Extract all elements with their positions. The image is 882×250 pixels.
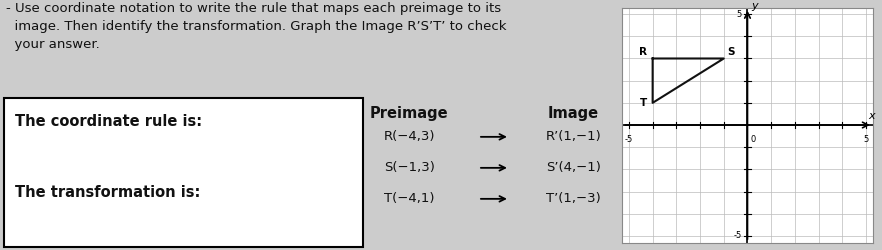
Text: 5: 5 xyxy=(736,10,742,19)
Text: The coordinate rule is:: The coordinate rule is: xyxy=(15,114,202,128)
Text: R(−4,3): R(−4,3) xyxy=(384,130,435,143)
Text: T: T xyxy=(639,98,647,108)
Text: The transformation is:: The transformation is: xyxy=(15,185,200,200)
Text: R: R xyxy=(639,47,647,57)
Text: S: S xyxy=(727,47,735,57)
Text: -5: -5 xyxy=(733,231,742,240)
Text: R’(1,−1): R’(1,−1) xyxy=(545,130,602,143)
Text: T(−4,1): T(−4,1) xyxy=(384,192,435,205)
Text: S(−1,3): S(−1,3) xyxy=(384,161,435,174)
Text: S’(4,−1): S’(4,−1) xyxy=(546,161,601,174)
Text: Image: Image xyxy=(548,106,599,121)
Text: T’(1,−3): T’(1,−3) xyxy=(546,192,601,205)
Text: -5: -5 xyxy=(624,135,633,144)
Text: y: y xyxy=(751,1,758,11)
Text: 5: 5 xyxy=(863,135,869,144)
Text: Preimage: Preimage xyxy=(370,106,449,121)
Text: 0: 0 xyxy=(751,135,756,144)
Text: x: x xyxy=(868,111,875,121)
Text: - Use coordinate notation to write the rule that maps each preimage to its
  ima: - Use coordinate notation to write the r… xyxy=(6,2,506,51)
FancyBboxPatch shape xyxy=(4,98,363,247)
